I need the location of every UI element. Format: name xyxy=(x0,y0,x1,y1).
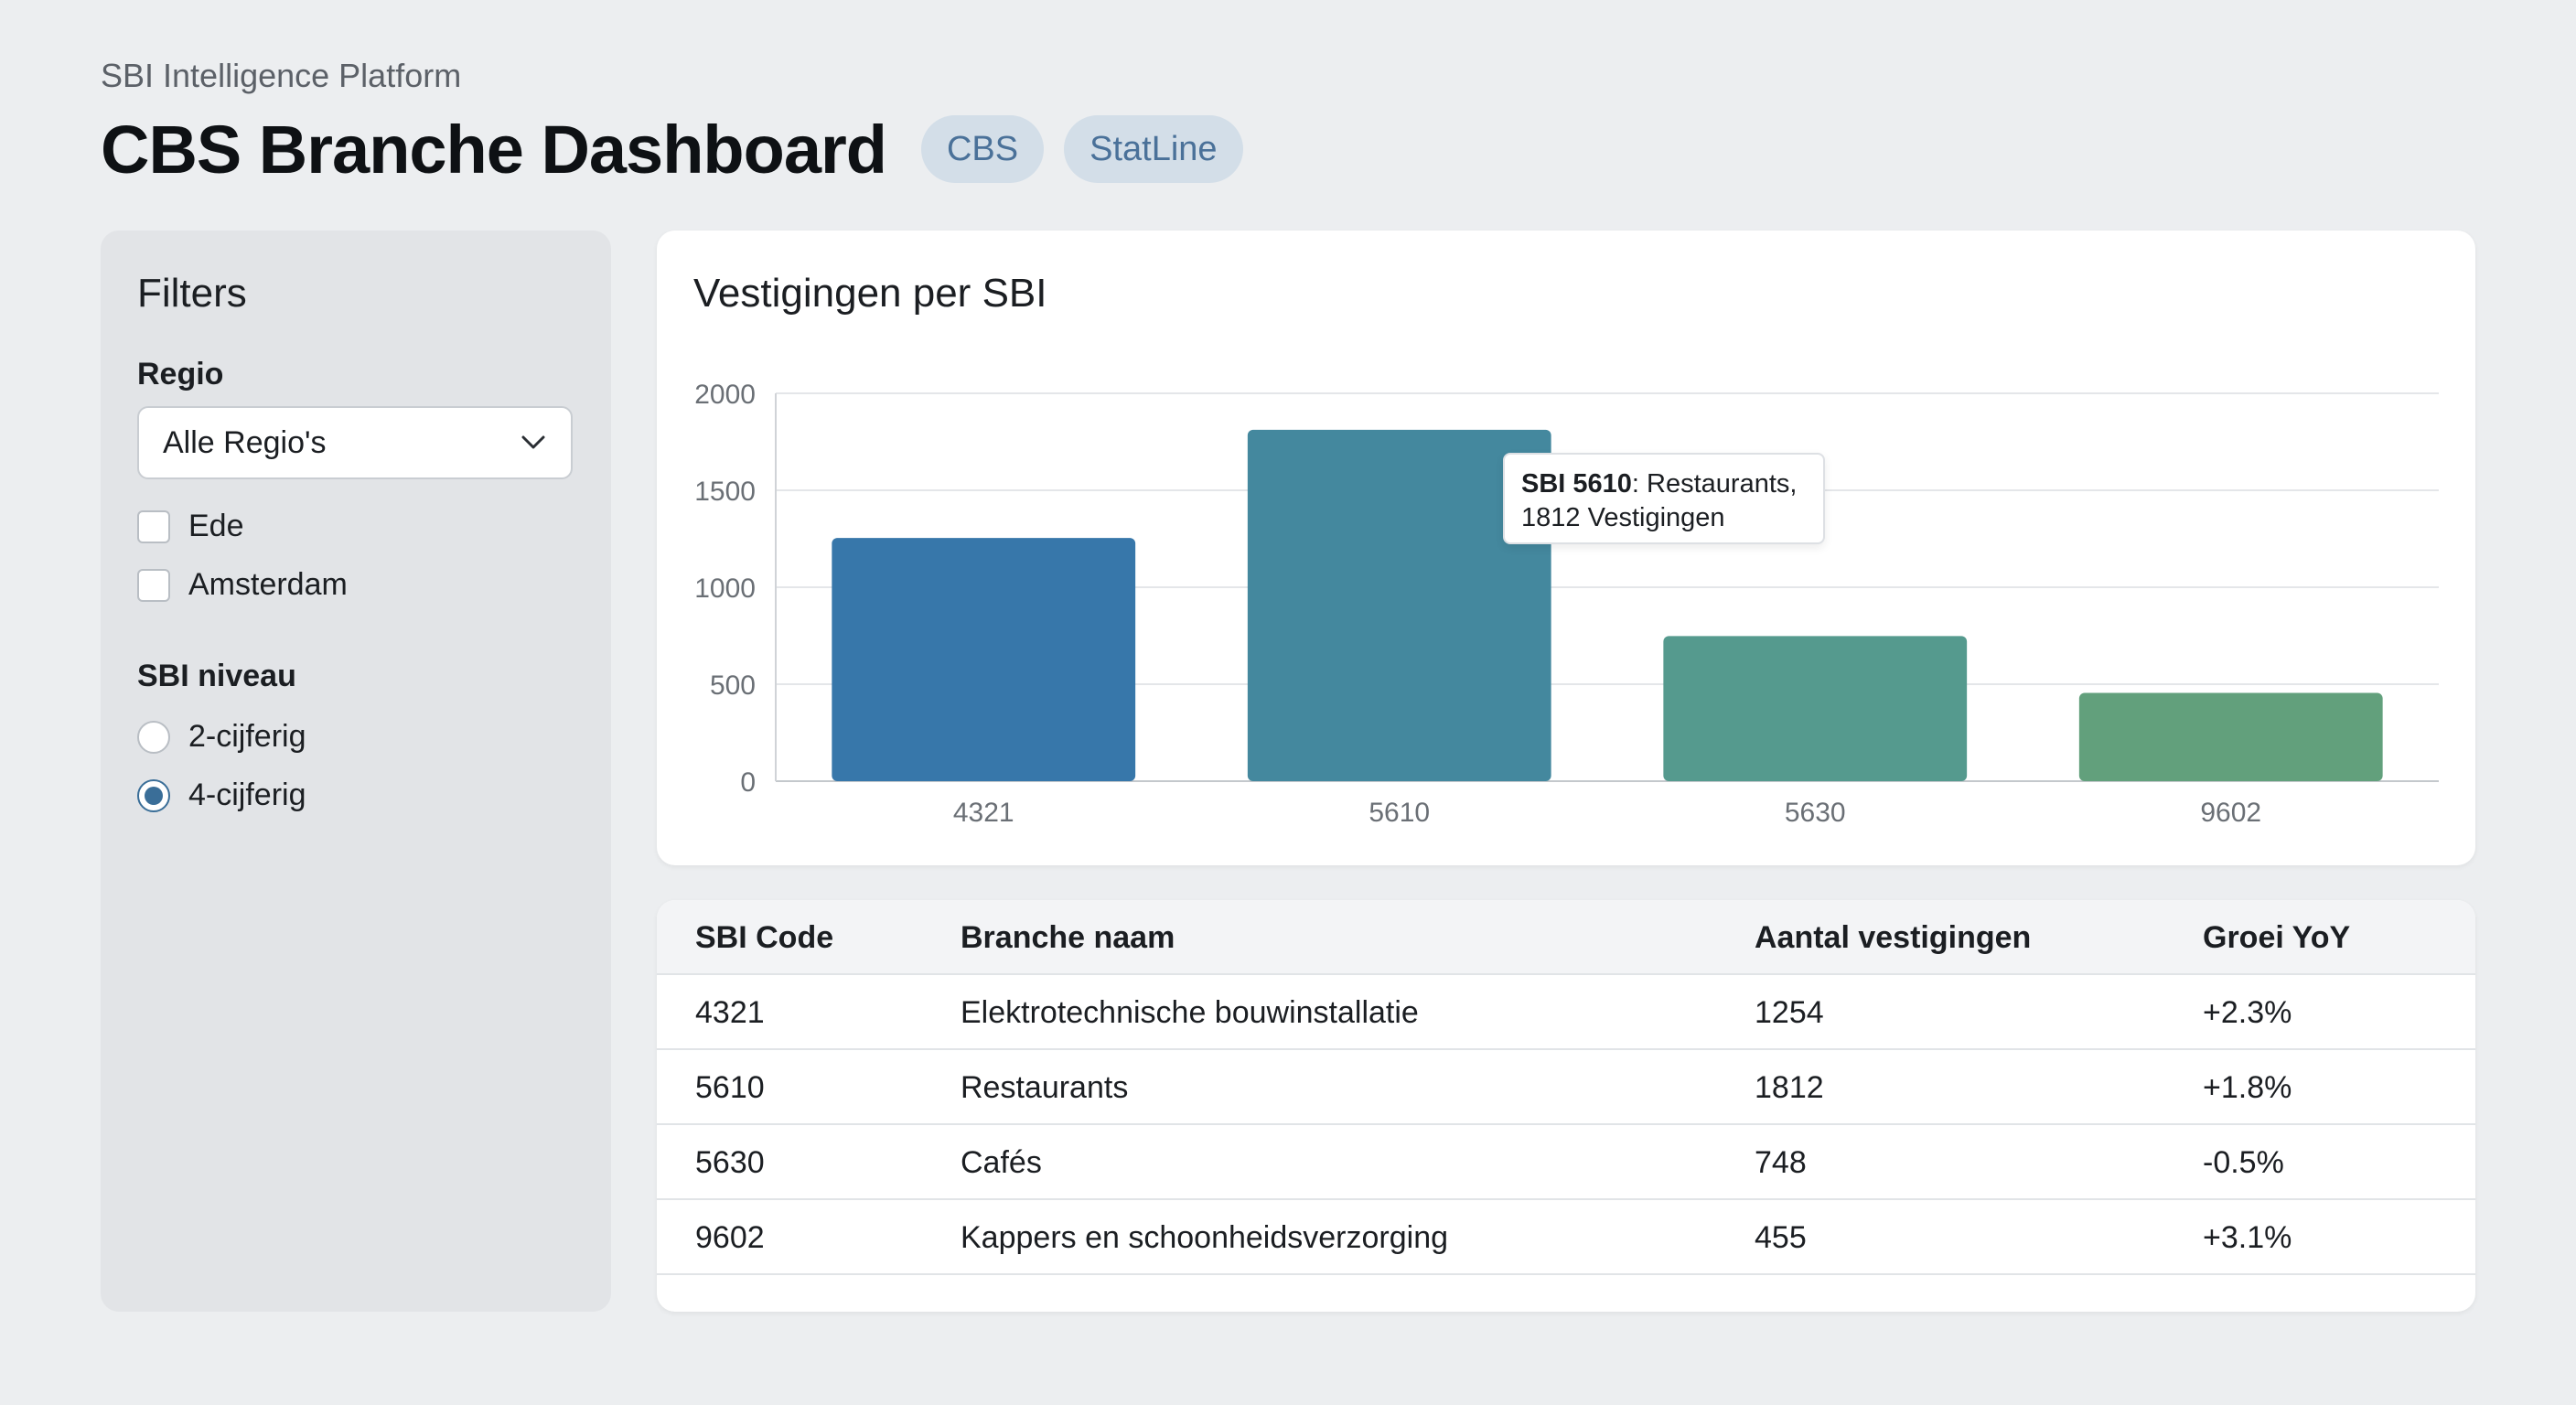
cell-groei: -0.5% xyxy=(2203,1144,2284,1180)
radio-selected-dot xyxy=(145,786,163,805)
filters-sidebar: Filters Regio Alle Regio's Ede Amsterdam… xyxy=(101,231,611,1312)
x-tick-label: 9602 xyxy=(2200,798,2261,828)
cell-sbi-code: 5610 xyxy=(695,1069,765,1105)
bar-5610 xyxy=(1247,429,1551,781)
title-row: CBS Branche Dashboard CBS StatLine xyxy=(101,108,1243,190)
cell-aantal: 1254 xyxy=(1755,994,1824,1030)
y-tick-label: 1000 xyxy=(694,574,756,604)
sbi-niveau-label: SBI niveau xyxy=(137,659,296,693)
badge-statline[interactable]: StatLine xyxy=(1064,115,1243,183)
x-tick-label: 4321 xyxy=(953,798,1014,828)
regio-option-ede[interactable]: Ede xyxy=(137,509,244,544)
cell-sbi-code: 5630 xyxy=(695,1144,765,1180)
cell-sbi-code: 9602 xyxy=(695,1219,765,1255)
column-header[interactable]: Aantal vestigingen xyxy=(1755,919,2032,955)
niveau-option-2-cijferig[interactable]: 2-cijferig xyxy=(137,719,306,755)
cell-branche-naam: Restaurants xyxy=(961,1069,1129,1105)
bar-9602 xyxy=(2078,692,2383,781)
y-tick-label: 0 xyxy=(740,767,756,798)
filters-title: Filters xyxy=(137,271,247,316)
tooltip-count: 1812 Vestigingen xyxy=(1521,503,1725,532)
x-tick-label: 5630 xyxy=(1785,798,1846,828)
table-header-row: SBI Code Branche naam Aantal vestigingen… xyxy=(657,900,2475,975)
chart-tooltip: SBI 5610: Restaurants, 1812 Vestigingen xyxy=(1503,453,1825,544)
cell-groei: +3.1% xyxy=(2203,1219,2292,1255)
column-header[interactable]: Branche naam xyxy=(961,919,1175,955)
x-tick-label: 5610 xyxy=(1368,798,1430,828)
cell-groei: +1.8% xyxy=(2203,1069,2292,1105)
table-row[interactable]: 5630 Cafés 748 -0.5% xyxy=(657,1125,2475,1200)
cell-aantal: 455 xyxy=(1755,1219,1807,1255)
regio-select-value: Alle Regio's xyxy=(163,424,327,460)
y-tick-label: 2000 xyxy=(694,380,756,410)
amsterdam-label: Amsterdam xyxy=(188,567,348,602)
chevron-down-icon xyxy=(520,429,547,456)
y-tick-label: 500 xyxy=(710,670,756,701)
column-header[interactable]: Groei YoY xyxy=(2203,919,2351,955)
niveau-option-4-cijferig[interactable]: 4-cijferig xyxy=(137,778,306,813)
tooltip-code: SBI 5610 xyxy=(1521,469,1632,499)
tooltip-name: : Restaurants, xyxy=(1631,469,1798,499)
cell-branche-naam: Cafés xyxy=(961,1144,1042,1180)
niveau-4-label: 4-cijferig xyxy=(188,778,306,812)
chart-title: Vestigingen per SBI xyxy=(693,271,1047,316)
cell-branche-naam: Kappers en schoonheidsverzorging xyxy=(961,1219,1449,1255)
platform-name: SBI Intelligence Platform xyxy=(101,57,462,94)
bar-4321 xyxy=(832,538,1136,781)
ede-label: Ede xyxy=(188,509,244,543)
cell-sbi-code: 4321 xyxy=(695,994,765,1030)
regio-option-amsterdam[interactable]: Amsterdam xyxy=(137,567,348,603)
table-row[interactable]: 5610 Restaurants 1812 +1.8% xyxy=(657,1050,2475,1125)
niveau-2-label: 2-cijferig xyxy=(188,719,306,754)
regio-label: Regio xyxy=(137,357,224,391)
niveau-4-radio[interactable] xyxy=(137,778,170,812)
cell-aantal: 748 xyxy=(1755,1144,1807,1180)
amsterdam-checkbox[interactable] xyxy=(137,568,170,602)
bar-chart: 0 500 1000 1500 2000 4321 5610 5630 9602 xyxy=(694,380,2439,828)
y-tick-label: 1500 xyxy=(694,477,756,507)
sbi-table: SBI Code Branche naam Aantal vestigingen… xyxy=(657,900,2475,1312)
table-row[interactable]: 9602 Kappers en schoonheidsverzorging 45… xyxy=(657,1200,2475,1275)
page-title: CBS Branche Dashboard xyxy=(101,111,887,188)
table-row[interactable]: 4321 Elektrotechnische bouwinstallatie 1… xyxy=(657,975,2475,1050)
bar-5630 xyxy=(1663,636,1968,781)
cell-groei: +2.3% xyxy=(2203,994,2292,1030)
niveau-2-radio[interactable] xyxy=(137,720,170,754)
regio-select[interactable]: Alle Regio's xyxy=(137,406,573,479)
column-header[interactable]: SBI Code xyxy=(695,919,834,955)
cell-branche-naam: Elektrotechnische bouwinstallatie xyxy=(961,994,1419,1030)
cell-aantal: 1812 xyxy=(1755,1069,1824,1105)
badge-cbs[interactable]: CBS xyxy=(920,115,1045,183)
ede-checkbox[interactable] xyxy=(137,509,170,543)
chart-card: Vestigingen per SBI 0 500 1000 1500 2000 4321… xyxy=(657,231,2475,865)
